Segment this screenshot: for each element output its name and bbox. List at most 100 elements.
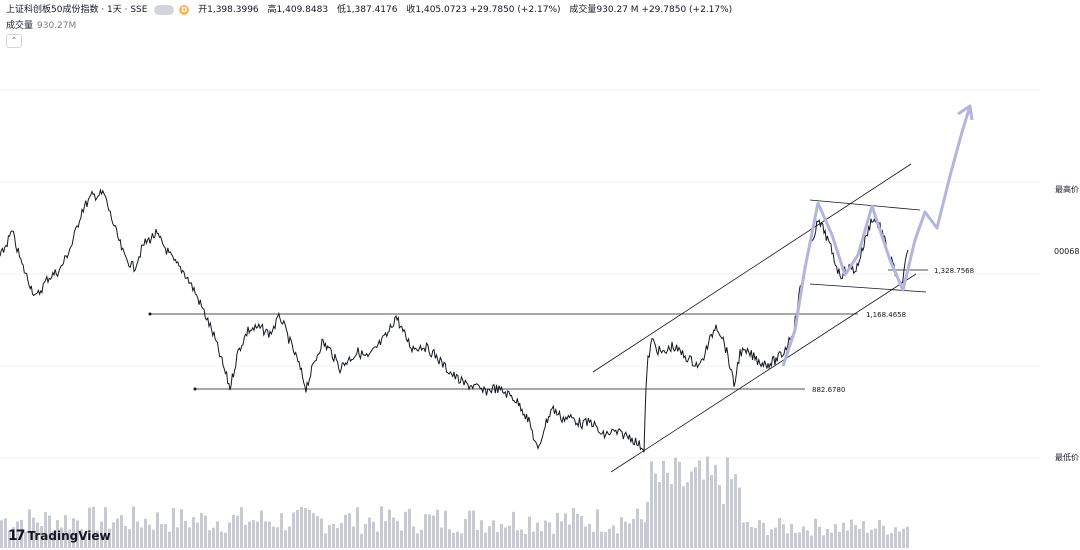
level-anchor[interactable] bbox=[148, 312, 152, 316]
volume-bar bbox=[136, 521, 139, 548]
volume-bar bbox=[140, 527, 143, 548]
volume-bar bbox=[132, 506, 135, 548]
brand-name: TradingView bbox=[27, 529, 111, 543]
volume-bar bbox=[120, 515, 123, 548]
volume-bar bbox=[742, 522, 745, 548]
volume-bar bbox=[228, 522, 231, 548]
channel-line[interactable] bbox=[809, 199, 921, 211]
volume-bar bbox=[620, 517, 623, 548]
volume-bar bbox=[646, 501, 649, 548]
volume-bar bbox=[536, 522, 539, 548]
volume-bar bbox=[448, 529, 451, 548]
volume-bar bbox=[628, 523, 631, 548]
volume-bar bbox=[520, 529, 523, 548]
volume-bar bbox=[818, 526, 821, 548]
volume-bar bbox=[124, 526, 127, 548]
trend-channels[interactable] bbox=[592, 163, 927, 473]
volume-bar bbox=[4, 518, 7, 548]
volume-bar bbox=[40, 526, 43, 548]
volume-bar bbox=[48, 515, 51, 548]
volume-bar bbox=[556, 512, 559, 548]
volume-bar bbox=[264, 521, 267, 548]
volume-bar bbox=[224, 532, 227, 548]
volume-bar bbox=[332, 523, 335, 548]
volume-bar bbox=[320, 518, 323, 548]
volume-bar bbox=[750, 526, 753, 548]
volume-bar bbox=[456, 531, 459, 548]
volume-bar bbox=[424, 514, 427, 548]
volume-bar bbox=[32, 517, 35, 548]
status-badge bbox=[154, 4, 175, 15]
level-anchor[interactable] bbox=[193, 387, 197, 391]
volume-bar bbox=[444, 510, 447, 548]
projection-arrowhead-icon bbox=[957, 104, 974, 121]
volume-bar bbox=[240, 507, 243, 548]
volume-bar bbox=[766, 535, 769, 548]
volume-bar bbox=[802, 526, 805, 548]
grid-lines bbox=[0, 89, 1040, 459]
volume-bar bbox=[810, 535, 813, 548]
volume-bar bbox=[850, 519, 853, 548]
volume-bar bbox=[392, 517, 395, 548]
volume-bar bbox=[604, 532, 607, 548]
volume-bar bbox=[560, 521, 563, 548]
volume-bar bbox=[464, 518, 467, 548]
tradingview-logo[interactable]: 17 TradingView bbox=[8, 528, 111, 544]
volume-bar bbox=[188, 527, 191, 548]
volume-bar bbox=[564, 513, 567, 548]
volume-row-label[interactable]: 成交量 bbox=[6, 21, 34, 31]
volume-bar bbox=[416, 533, 419, 548]
volume-bar bbox=[88, 507, 91, 548]
volume-bar bbox=[790, 523, 793, 548]
volume-bar bbox=[822, 535, 825, 548]
volume-bar bbox=[512, 511, 515, 548]
open-label: 开 bbox=[198, 5, 208, 15]
volume-bar bbox=[84, 532, 87, 548]
volume-bar bbox=[396, 520, 399, 548]
volume-bar bbox=[886, 534, 889, 548]
channel-line[interactable] bbox=[592, 163, 912, 373]
volume-bar bbox=[632, 518, 635, 548]
volume-bar bbox=[508, 525, 511, 548]
volume-bar bbox=[496, 532, 499, 548]
volume-bar bbox=[706, 456, 709, 548]
volume-bar bbox=[340, 522, 343, 548]
volume-bar bbox=[304, 508, 307, 548]
volume-bar bbox=[568, 524, 571, 548]
symbol-title[interactable]: 上证科创板50成份指数 · 1天 · SSE bbox=[6, 5, 148, 15]
volume-bar bbox=[902, 528, 905, 548]
volume-bar bbox=[842, 522, 845, 548]
volume-bar bbox=[666, 472, 669, 548]
volume-bar bbox=[532, 531, 535, 548]
volume-bar bbox=[324, 533, 327, 548]
volume-bar bbox=[176, 527, 179, 548]
volume-bar bbox=[432, 515, 435, 548]
level-label: 882.6780 bbox=[812, 386, 845, 394]
volume-bar bbox=[92, 506, 95, 548]
channel-line[interactable] bbox=[809, 283, 927, 293]
volume-bar bbox=[726, 457, 729, 548]
volume-bar bbox=[690, 471, 693, 548]
volume-bar bbox=[380, 506, 383, 548]
volume-bar bbox=[284, 530, 287, 548]
volume-bar bbox=[662, 460, 665, 548]
volume-bar bbox=[160, 524, 163, 548]
volume-bar bbox=[504, 527, 507, 548]
volume-bar bbox=[678, 461, 681, 548]
low-value: 1,387.4176 bbox=[345, 5, 398, 15]
channel-line[interactable] bbox=[610, 273, 917, 473]
volume-bar bbox=[882, 525, 885, 548]
projection-path[interactable] bbox=[781, 105, 972, 367]
volume-bar bbox=[608, 528, 611, 548]
volume-bar bbox=[846, 530, 849, 548]
volume-bar bbox=[232, 514, 235, 548]
volume-bar bbox=[276, 527, 279, 548]
chevron-up-icon[interactable]: ⌃ bbox=[6, 34, 22, 48]
open-value: 1,398.3996 bbox=[207, 5, 259, 15]
volume-bar bbox=[866, 532, 869, 548]
volume-bar bbox=[472, 510, 475, 548]
volume-bar bbox=[600, 531, 603, 548]
volume-bar bbox=[80, 529, 83, 548]
volume-bar bbox=[360, 533, 363, 548]
